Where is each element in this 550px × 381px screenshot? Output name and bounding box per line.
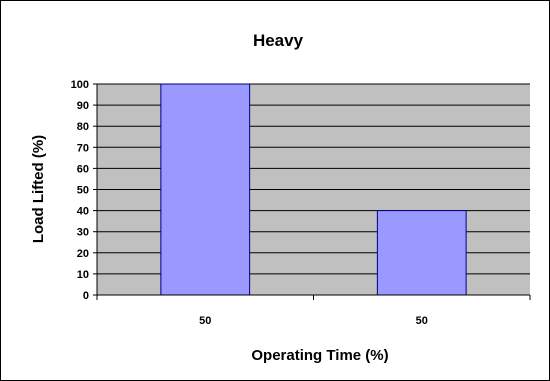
x-axis-ticks: 50 50 [96, 295, 531, 327]
y-tick-label: 30 [77, 227, 89, 239]
y-tick-label: 10 [77, 269, 89, 281]
bars [160, 83, 467, 296]
y-tick-label: 80 [77, 121, 89, 133]
y-axis-label: Load Lifted (%) [30, 135, 47, 243]
x-tick-label: 50 [199, 315, 211, 327]
x-axis-label: Operating Time (%) [251, 347, 388, 364]
y-axis-ticks: 0 10 20 30 40 50 60 70 80 90 100 [71, 79, 97, 302]
y-tick-label: 50 [77, 185, 89, 197]
chart-title: Heavy [253, 31, 304, 50]
y-tick-label: 60 [77, 163, 89, 175]
y-tick-label: 100 [71, 79, 89, 91]
y-tick-label: 90 [77, 100, 89, 112]
bar [376, 210, 467, 296]
bar [160, 83, 251, 296]
y-tick-label: 0 [83, 290, 89, 302]
x-tick-label: 50 [416, 315, 428, 327]
y-tick-label: 20 [77, 248, 89, 260]
y-tick-label: 40 [77, 206, 89, 218]
y-tick-label: 70 [77, 142, 89, 154]
